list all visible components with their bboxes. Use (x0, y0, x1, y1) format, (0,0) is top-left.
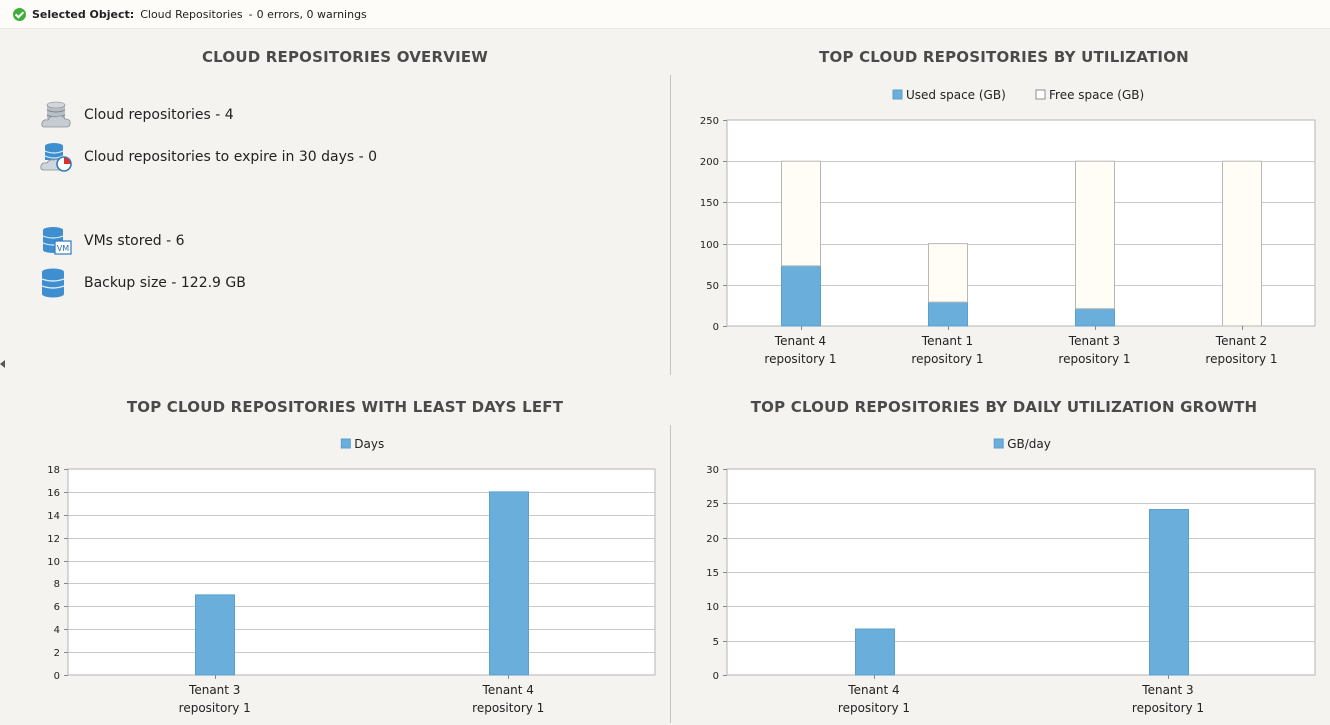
status-bar: Selected Object: Cloud Repositories - 0 … (0, 0, 1330, 29)
y-tick-label: 5 (713, 637, 719, 648)
y-tick-label: 12 (47, 534, 60, 545)
x-category-label: Tenant 2 (1215, 334, 1267, 348)
y-tick-label: 50 (706, 281, 719, 292)
bar-value[interactable] (928, 301, 968, 327)
y-tick-label: 250 (700, 116, 719, 127)
y-tick-label: 30 (706, 465, 719, 476)
x-category-label: repository 1 (911, 352, 983, 366)
x-category-label: Tenant 3 (188, 683, 240, 697)
bar-free-space[interactable] (1222, 160, 1262, 327)
y-tick-label: 14 (47, 511, 60, 522)
y-tick-label: 200 (700, 157, 719, 168)
utilization-chart: 0 50 100 150 200 250 Tenant 4 repository 1 Tenan… (700, 88, 1316, 366)
growth-title: TOP CLOUD REPOSITORIES BY DAILY UTILIZAT… (750, 398, 1258, 416)
x-category-label: Tenant 4 (847, 683, 899, 697)
x-category-label: repository 1 (472, 701, 544, 715)
collapse-arrow-icon[interactable] (0, 360, 5, 368)
bar-value[interactable] (855, 628, 895, 676)
overview-item-expire: Cloud repositories to expire in 30 days … (40, 141, 377, 173)
legend-swatch (1035, 89, 1046, 100)
y-tick-label: 10 (47, 557, 60, 568)
bar-free-space[interactable] (1075, 160, 1115, 310)
database-icon (41, 268, 65, 298)
bar-free-space[interactable] (781, 160, 821, 267)
y-tick-label: 0 (713, 322, 719, 333)
y-tick-label: 6 (54, 602, 60, 613)
overview-item-repositories: Cloud repositories - 4 (40, 99, 234, 131)
y-tick-label: 18 (47, 465, 60, 476)
growth-chart: 0 5 10 15 20 25 30 Tenant 4 repository 1 Tenant 3… (706, 437, 1316, 715)
legend-swatch (993, 438, 1004, 449)
bar-value[interactable] (781, 265, 821, 327)
overview-title: CLOUD REPOSITORIES OVERVIEW (201, 48, 489, 66)
status-key: Selected Object: (32, 7, 135, 21)
y-tick-label: 8 (54, 579, 60, 590)
vertical-divider-top (670, 75, 671, 375)
bar-value[interactable] (489, 491, 529, 676)
cloud-expire-icon (40, 143, 72, 172)
legend-swatch (340, 438, 351, 449)
y-tick-label: 15 (706, 568, 719, 579)
plot-area (67, 468, 656, 676)
bar-value[interactable] (1149, 509, 1189, 676)
legend-label: Free space (GB) (1049, 88, 1144, 102)
x-category-label: repository 1 (1058, 352, 1130, 366)
y-tick-label: 0 (54, 671, 60, 682)
overview-label: VMs stored (84, 233, 162, 249)
days-left-title: TOP CLOUD REPOSITORIES WITH LEAST DAYS L… (126, 398, 564, 416)
overview-sep: - (210, 107, 225, 123)
y-tick-label: 10 (706, 602, 719, 613)
overview-value: 4 (224, 107, 234, 123)
legend-label: GB/day (1007, 437, 1051, 451)
svg-text:VM: VM (57, 244, 69, 253)
x-category-label: repository 1 (1205, 352, 1277, 366)
overview-value: 0 (368, 149, 378, 165)
status-summary: 0 errors, 0 warnings (256, 7, 367, 21)
x-category-label: repository 1 (1132, 701, 1204, 715)
overview-value: 122.9 GB (180, 275, 246, 291)
legend-label: Days (354, 437, 384, 451)
y-tick-label: 150 (700, 198, 719, 209)
y-tick-label: 20 (706, 534, 719, 545)
overview-label: Cloud repositories (84, 107, 211, 123)
bar-value[interactable] (1075, 308, 1115, 327)
y-tick-label: 25 (706, 499, 719, 510)
days-left-chart: 0 2 4 6 8 10 12 14 16 18 Tenant 3 repository 1 Tenan… (47, 437, 656, 715)
status-object: Cloud Repositories (140, 7, 243, 21)
success-check-icon (13, 7, 26, 21)
plot-area (726, 119, 1316, 327)
utilization-title: TOP CLOUD REPOSITORIES BY UTILIZATION (819, 48, 1189, 66)
vertical-divider-bottom (670, 425, 671, 723)
overview-sep: - (354, 149, 369, 165)
y-tick-label: 16 (47, 488, 60, 499)
x-category-label: Tenant 3 (1068, 334, 1120, 348)
x-category-label: Tenant 4 (774, 334, 826, 348)
overview-label: Backup size (84, 275, 167, 291)
legend-swatch (892, 89, 903, 100)
bar-free-space[interactable] (928, 243, 968, 303)
y-tick-label: 0 (713, 671, 719, 682)
bar-value[interactable] (195, 594, 235, 676)
vm-database-icon: VM (42, 227, 72, 255)
overview-item-vms: VM VMs stored - 6 (40, 225, 185, 257)
overview-label: Cloud repositories to expire in 30 days (84, 149, 355, 165)
status-separator: - (248, 7, 253, 21)
x-category-label: Tenant 1 (921, 334, 973, 348)
x-category-label: repository 1 (838, 701, 910, 715)
x-category-label: Tenant 4 (482, 683, 534, 697)
x-category-label: repository 1 (179, 701, 251, 715)
y-tick-label: 4 (54, 625, 60, 636)
y-tick-label: 100 (700, 240, 719, 251)
y-tick-label: 2 (54, 648, 60, 659)
x-category-label: repository 1 (764, 352, 836, 366)
overview-value: 6 (175, 233, 185, 249)
cloud-database-icon (41, 101, 71, 128)
legend-label: Used space (GB) (906, 88, 1006, 102)
overview-item-backup-size: Backup size - 122.9 GB (40, 267, 246, 299)
x-category-label: Tenant 3 (1141, 683, 1193, 697)
overview-sep: - (161, 233, 176, 249)
overview-sep: - (166, 275, 181, 291)
